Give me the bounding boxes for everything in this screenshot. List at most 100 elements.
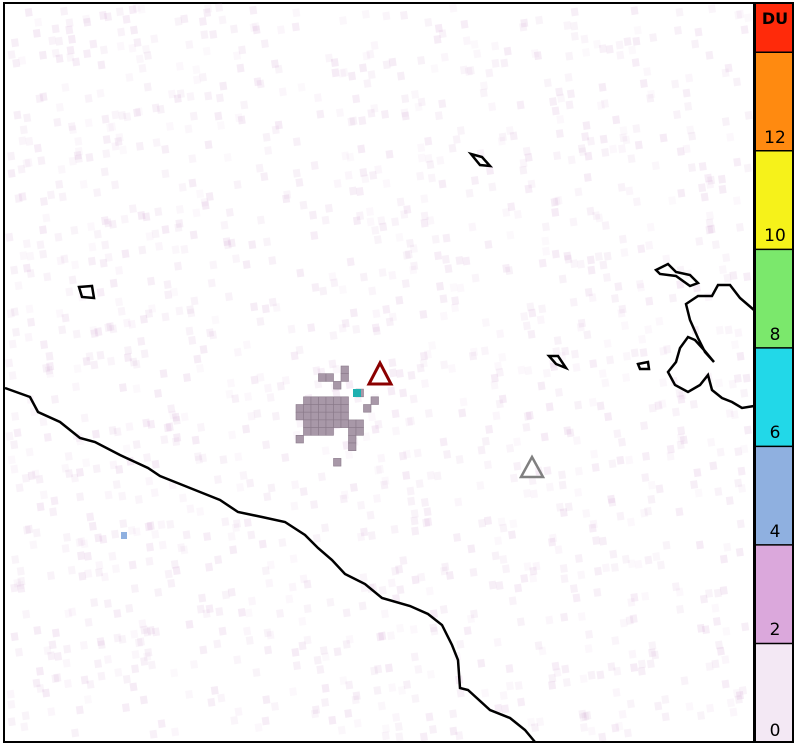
noise-pixel [205,562,214,572]
noise-pixel [634,559,643,569]
noise-pixel [425,586,434,596]
noise-pixel [84,617,93,627]
noise-pixel [582,47,591,57]
plume-cell [340,365,349,374]
noise-pixel [29,540,38,550]
noise-pixel [104,323,113,332]
noise-pixel [174,17,183,26]
noise-pixel [35,666,44,676]
noise-pixel [227,238,236,248]
island [467,151,494,168]
noise-pixel [613,429,622,439]
noise-pixel [583,330,592,340]
noise-pixel [303,604,312,614]
noise-pixel [508,530,517,540]
noise-pixel [125,72,134,82]
noise-pixel [424,17,433,27]
noise-pixel [360,527,369,537]
noise-pixel [704,173,713,183]
noise-pixel [734,10,743,20]
noise-pixel [417,97,426,107]
noise-pixel [288,582,297,592]
noise-pixel [21,473,30,483]
noise-pixel [229,24,239,34]
noise-pixel [142,212,151,222]
island [546,354,570,371]
noise-pixel [25,304,34,314]
noise-pixel [161,169,170,179]
noise-pixel [726,132,735,142]
noise-pixel [168,89,177,99]
noise-pixel [595,213,604,223]
noise-pixel [115,266,124,275]
plume-cell [348,434,357,444]
noise-pixel [654,401,663,410]
noise-pixel [613,666,622,676]
noise-pixel [267,483,276,493]
noise-pixel [144,309,154,318]
noise-pixel [23,525,32,535]
noise-pixel [164,569,173,579]
noise-pixel [598,44,607,54]
noise-pixel [447,364,456,373]
noise-pixel [104,253,113,262]
noise-pixel [701,625,710,635]
plume-cell [325,396,334,405]
noise-pixel [534,641,543,651]
noise-pixel [381,476,390,486]
primary-volcano-marker-icon[interactable] [366,359,394,386]
noise-pixel [494,703,503,713]
colorbar-bin [755,446,793,545]
noise-pixel [278,87,287,97]
noise-pixel [276,381,285,391]
noise-pixel [449,709,458,719]
noise-pixel [289,554,298,564]
noise-pixel [91,429,100,439]
noise-pixel [307,323,316,333]
noise-pixel [675,587,684,597]
secondary-volcano-marker-icon[interactable] [518,454,546,479]
noise-pixel [151,229,160,239]
noise-pixel [73,151,82,160]
noise-pixel [120,214,129,224]
noise-pixel [407,370,416,380]
noise-pixel [10,583,19,593]
noise-pixel [218,15,227,25]
noise-pixel [43,272,52,282]
noise-pixel [616,455,625,465]
noise-pixel [345,634,354,644]
plume-cell [333,419,342,428]
plume-cell [340,419,349,428]
noise-pixel [121,703,130,713]
noise-pixel [75,705,84,715]
noise-pixel [505,681,514,691]
noise-pixel [630,6,639,16]
island [636,360,651,371]
noise-pixel [216,120,225,130]
noise-pixel [274,120,283,130]
noise-pixel [24,7,33,17]
noise-pixel [97,60,106,70]
noise-pixel [648,648,657,658]
noise-pixel [554,387,563,397]
plume-cell [333,381,342,390]
noise-pixel [214,555,223,565]
noise-pixel [193,354,202,364]
noise-pixel [558,274,567,284]
noise-pixel [570,21,579,31]
noise-pixel [254,723,263,732]
noise-pixel [456,688,465,698]
colorbar-tick-label: 10 [764,226,786,247]
noise-pixel [93,188,102,198]
noise-pixel [400,108,409,118]
noise-pixel [618,144,627,154]
noise-pixel [326,597,335,607]
noise-pixel [513,209,522,219]
noise-pixel [213,475,222,484]
noise-pixel [67,34,76,44]
noise-pixel [666,451,675,461]
noise-pixel [339,16,348,26]
noise-pixel [51,628,60,638]
noise-pixel [411,526,420,536]
noise-pixel [328,359,337,369]
